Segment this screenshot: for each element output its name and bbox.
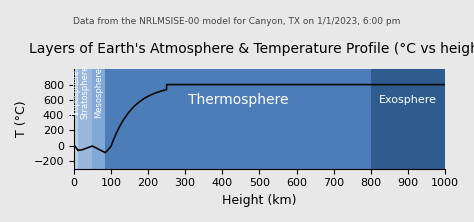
- Bar: [74, 69, 78, 169]
- Title: Layers of Earth's Atmosphere & Temperature Profile (°C vs height): Layers of Earth's Atmosphere & Temperatu…: [29, 42, 474, 56]
- Text: Troposphere: Troposphere: [72, 69, 81, 116]
- Bar: [92, 69, 105, 169]
- Bar: [78, 69, 92, 169]
- Text: Exosphere: Exosphere: [379, 95, 437, 105]
- X-axis label: Height (km): Height (km): [222, 194, 297, 207]
- Bar: [371, 69, 445, 169]
- Text: Data from the NRLMSISE-00 model for Canyon, TX on 1/1/2023, 6:00 pm: Data from the NRLMSISE-00 model for Cany…: [73, 17, 401, 26]
- Text: Thermosphere: Thermosphere: [188, 93, 288, 107]
- Text: Mesosphere: Mesosphere: [94, 67, 103, 118]
- Y-axis label: T (°C): T (°C): [15, 101, 28, 137]
- Text: Stratosphere: Stratosphere: [81, 65, 90, 119]
- Bar: [105, 69, 371, 169]
